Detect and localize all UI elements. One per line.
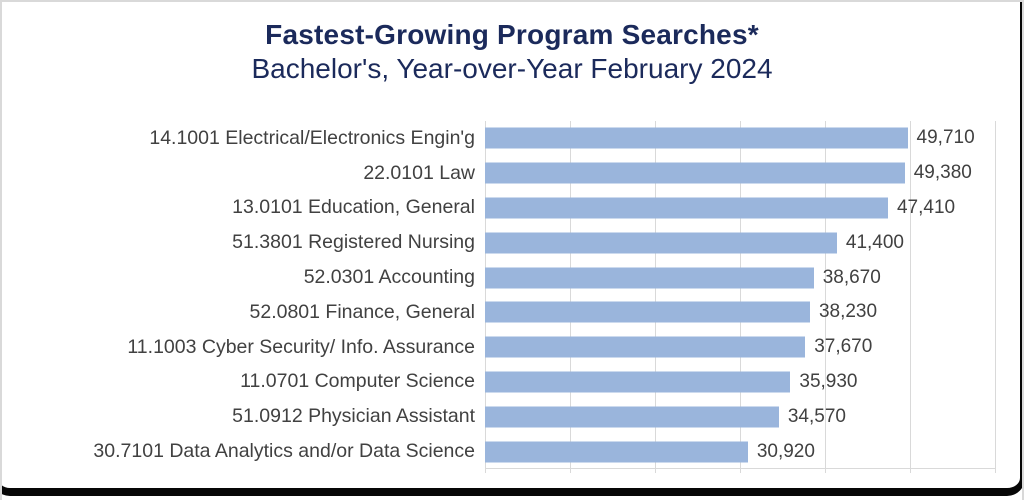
bar-value-label: 34,570	[787, 405, 846, 427]
bar	[485, 406, 779, 428]
category-label: 14.1001 Electrical/Electronics Engin'g	[149, 126, 475, 149]
category-label: 51.0912 Physician Assistant	[232, 405, 475, 428]
bar	[485, 162, 905, 184]
chart-title: Fastest-Growing Program Searches*	[265, 19, 759, 50]
chart-header: Fastest-Growing Program Searches* Bachel…	[2, 18, 1022, 86]
bar-value-label: 49,380	[913, 162, 972, 184]
category-label: 11.1003 Cyber Security/ Info. Assurance	[127, 335, 475, 358]
bar-row: 35,930	[485, 365, 995, 400]
bar-row: 38,670	[485, 260, 995, 295]
bar-row: 47,410	[485, 191, 995, 226]
gridline	[910, 121, 911, 473]
bar	[485, 336, 806, 358]
category-label: 13.0101 Education, General	[232, 196, 475, 219]
bar-row: 41,400	[485, 225, 995, 260]
category-label: 52.0801 Finance, General	[249, 300, 476, 323]
bar	[485, 371, 791, 393]
bar	[485, 301, 810, 323]
category-label: 30.7101 Data Analytics and/or Data Scien…	[93, 440, 475, 463]
category-label: 11.0701 Computer Science	[240, 370, 475, 393]
category-axis: 14.1001 Electrical/Electronics Engin'g 22…	[8, 121, 475, 469]
bar-row: 49,380	[485, 156, 995, 191]
gridline	[655, 121, 656, 473]
bar-value-label: 38,230	[818, 301, 878, 323]
bar-value-label: 37,670	[814, 336, 873, 358]
bar-value-label: 41,400	[845, 231, 905, 253]
bar-value-label: 49,710	[916, 127, 975, 149]
bar-row: 30,920	[485, 434, 995, 469]
bar	[485, 127, 908, 149]
bar	[485, 441, 748, 463]
plot-area: 49,710 49,380 47,410 41,400 38,670 38,230 37,6…	[485, 121, 996, 473]
bar-value-label: 47,410	[896, 196, 956, 218]
category-label: 51.3801 Registered Nursing	[232, 231, 475, 254]
bar	[485, 197, 888, 219]
gridline	[995, 121, 996, 473]
bar-row: 49,710	[485, 121, 995, 156]
y-axis-line	[485, 121, 486, 473]
bar-value-label: 30,920	[756, 440, 815, 462]
bar-row: 38,230	[485, 295, 995, 330]
bar-value-label: 38,670	[822, 266, 881, 288]
bar-row: 37,670	[485, 330, 995, 365]
chart-subtitle: Bachelor's, Year-over-Year February 2024	[251, 53, 773, 84]
bar	[485, 232, 837, 254]
bar-value-label: 35,930	[799, 370, 858, 392]
category-label: 22.0101 Law	[363, 161, 475, 184]
gridline	[740, 121, 741, 473]
category-label: 52.0301 Accounting	[303, 266, 475, 289]
bar	[485, 267, 814, 289]
gridline	[570, 121, 571, 473]
bar-row: 34,570	[485, 399, 995, 434]
gridline	[825, 121, 826, 473]
